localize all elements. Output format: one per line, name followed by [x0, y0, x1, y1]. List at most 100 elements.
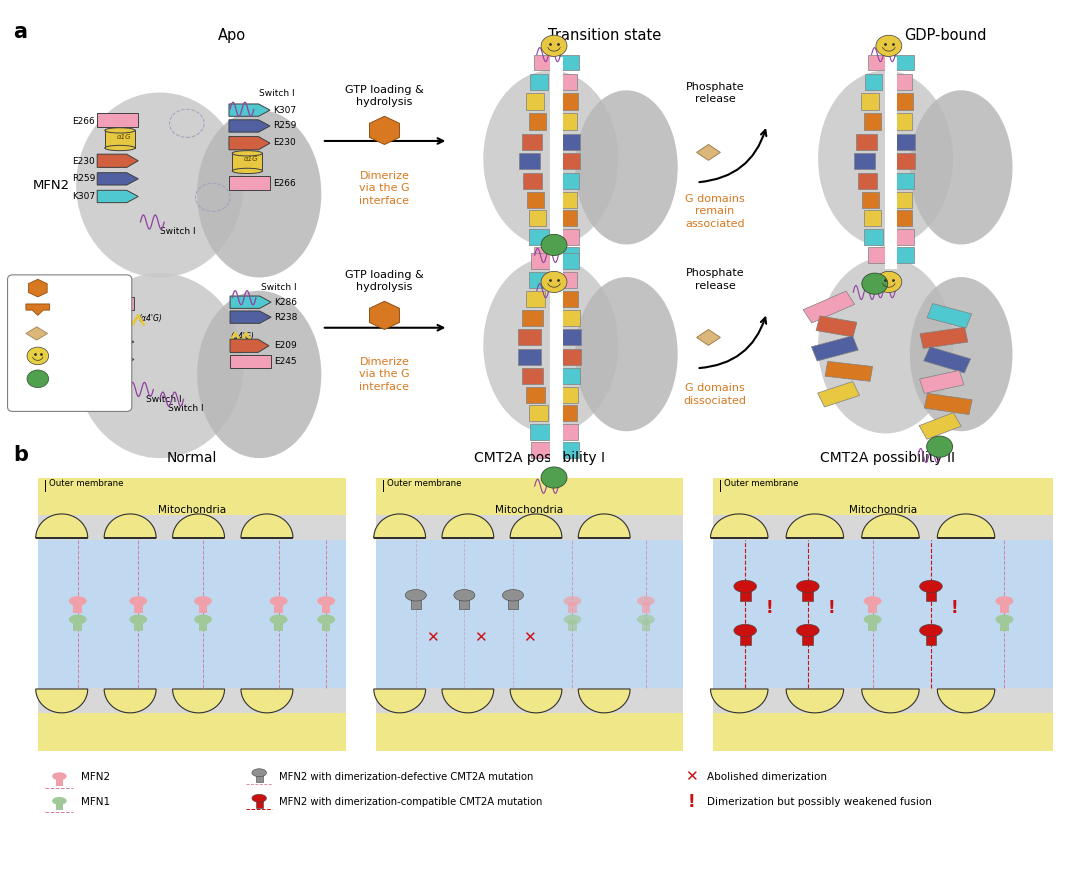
- Circle shape: [876, 271, 902, 292]
- Bar: [885, 57, 897, 269]
- Polygon shape: [28, 279, 48, 297]
- Bar: [568, 620, 577, 631]
- Ellipse shape: [797, 625, 820, 637]
- Polygon shape: [36, 689, 87, 713]
- Bar: [894, 113, 912, 130]
- Text: ✕: ✕: [426, 630, 438, 646]
- Text: K307: K307: [72, 192, 95, 201]
- Bar: [518, 349, 541, 365]
- Ellipse shape: [252, 769, 267, 777]
- Polygon shape: [26, 304, 50, 315]
- Ellipse shape: [920, 625, 942, 637]
- Bar: [322, 602, 330, 612]
- Bar: [856, 134, 877, 150]
- Polygon shape: [937, 514, 995, 537]
- Bar: [862, 192, 879, 208]
- Text: b: b: [13, 445, 28, 465]
- Bar: [868, 602, 877, 612]
- Polygon shape: [36, 514, 87, 537]
- Bar: [868, 620, 877, 631]
- Bar: [804, 291, 854, 323]
- Ellipse shape: [194, 615, 212, 625]
- Ellipse shape: [864, 596, 881, 606]
- Bar: [38, 478, 346, 540]
- Bar: [529, 229, 549, 245]
- Polygon shape: [229, 137, 270, 150]
- Bar: [93, 297, 134, 310]
- Polygon shape: [93, 336, 134, 348]
- Ellipse shape: [105, 128, 135, 133]
- Polygon shape: [97, 190, 138, 203]
- Ellipse shape: [76, 273, 244, 458]
- Text: Switch I: Switch I: [161, 227, 195, 236]
- Ellipse shape: [797, 581, 820, 593]
- Text: R238: R238: [67, 337, 91, 346]
- Text: G domains
dissociated: G domains dissociated: [684, 383, 746, 405]
- Ellipse shape: [910, 278, 1013, 432]
- Bar: [558, 442, 579, 458]
- Text: (α4'G): (α4'G): [230, 332, 254, 341]
- Polygon shape: [578, 514, 630, 537]
- Bar: [97, 113, 138, 127]
- Bar: [858, 173, 877, 189]
- Bar: [376, 478, 683, 540]
- Ellipse shape: [996, 596, 1013, 606]
- Ellipse shape: [130, 615, 147, 625]
- Polygon shape: [97, 154, 138, 167]
- Bar: [274, 602, 283, 612]
- Ellipse shape: [194, 596, 212, 606]
- Bar: [802, 588, 813, 601]
- Bar: [864, 210, 881, 226]
- Bar: [558, 272, 577, 288]
- Bar: [713, 688, 1053, 751]
- Bar: [924, 393, 972, 415]
- Text: GDP: GDP: [56, 304, 78, 315]
- Ellipse shape: [197, 110, 322, 278]
- Bar: [740, 588, 751, 601]
- Bar: [508, 596, 518, 609]
- Bar: [559, 55, 579, 70]
- Bar: [376, 515, 683, 540]
- Polygon shape: [104, 514, 157, 537]
- Text: !: !: [765, 599, 773, 617]
- Bar: [459, 596, 470, 609]
- Bar: [534, 247, 553, 263]
- Polygon shape: [937, 689, 995, 713]
- Bar: [559, 113, 577, 130]
- Bar: [526, 291, 545, 307]
- Polygon shape: [442, 689, 494, 713]
- Text: Apo: Apo: [218, 28, 246, 43]
- Text: Transition state: Transition state: [549, 28, 661, 43]
- Polygon shape: [230, 311, 271, 323]
- Ellipse shape: [76, 93, 244, 278]
- Ellipse shape: [270, 615, 287, 625]
- Bar: [529, 210, 546, 226]
- Bar: [376, 688, 683, 713]
- Bar: [713, 688, 1053, 713]
- Polygon shape: [374, 689, 426, 713]
- Ellipse shape: [564, 596, 581, 606]
- Bar: [713, 515, 1053, 540]
- Text: GDP-bound: GDP-bound: [904, 28, 986, 43]
- Polygon shape: [374, 514, 426, 537]
- Bar: [894, 55, 914, 70]
- Bar: [811, 336, 859, 361]
- Ellipse shape: [819, 70, 953, 247]
- Circle shape: [27, 370, 49, 388]
- Text: K286: K286: [68, 355, 91, 364]
- Bar: [522, 134, 542, 150]
- Text: R259: R259: [273, 122, 297, 130]
- Bar: [529, 113, 546, 130]
- Bar: [894, 93, 913, 110]
- Bar: [865, 74, 882, 90]
- Polygon shape: [862, 689, 919, 713]
- Text: E245: E245: [274, 357, 297, 366]
- Bar: [713, 478, 1053, 751]
- Text: ✕: ✕: [474, 630, 487, 646]
- Text: ✕: ✕: [685, 769, 698, 785]
- Bar: [530, 74, 548, 90]
- Ellipse shape: [864, 615, 881, 625]
- Bar: [558, 329, 581, 345]
- Bar: [926, 632, 936, 645]
- Bar: [1000, 602, 1009, 612]
